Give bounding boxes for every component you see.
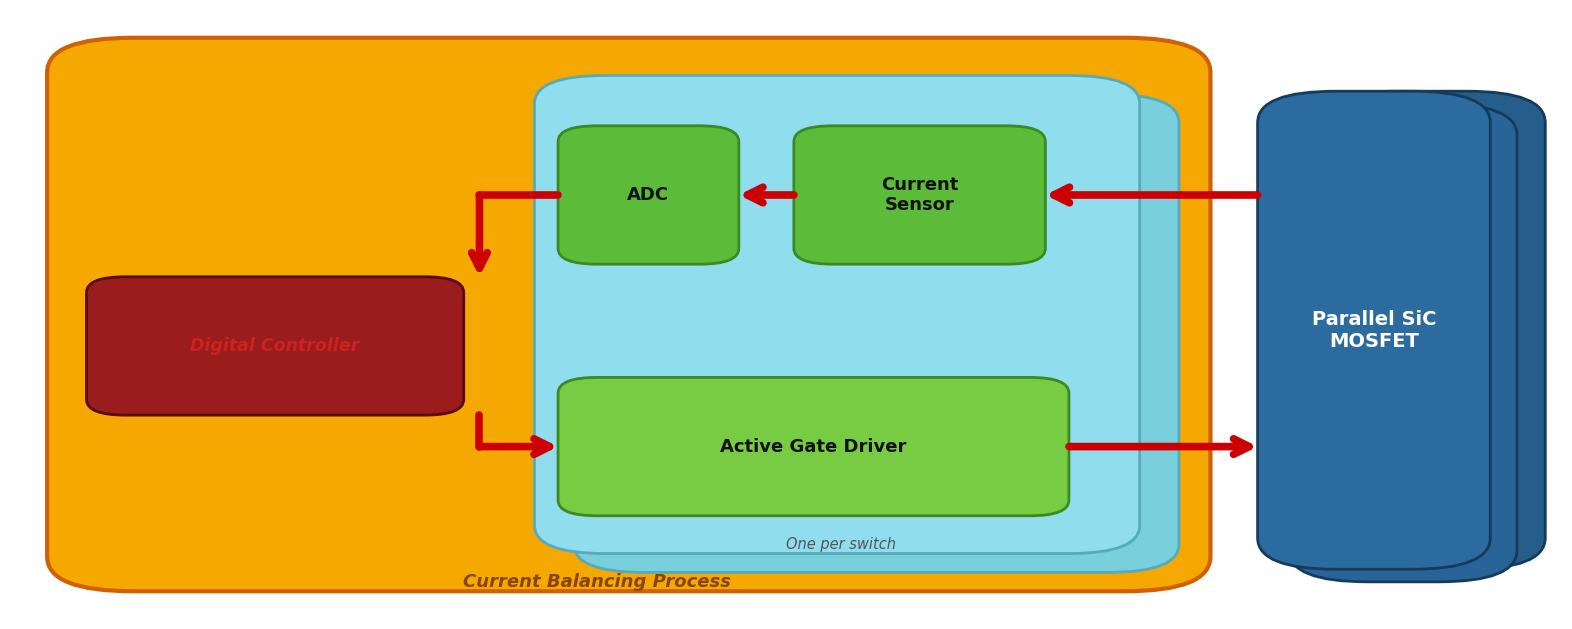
FancyBboxPatch shape — [1289, 104, 1517, 582]
FancyBboxPatch shape — [574, 94, 1179, 572]
Text: Current Balancing Process: Current Balancing Process — [464, 573, 731, 591]
Text: One per switch: One per switch — [786, 537, 896, 552]
FancyBboxPatch shape — [534, 75, 1140, 554]
Text: Active Gate Driver: Active Gate Driver — [720, 438, 907, 455]
Text: Current
Sensor: Current Sensor — [880, 175, 959, 214]
FancyBboxPatch shape — [47, 38, 1210, 591]
FancyBboxPatch shape — [794, 126, 1045, 264]
Text: ADC: ADC — [627, 186, 670, 204]
FancyBboxPatch shape — [1258, 91, 1490, 569]
FancyBboxPatch shape — [86, 277, 464, 415]
FancyBboxPatch shape — [558, 377, 1069, 516]
FancyBboxPatch shape — [1317, 91, 1545, 569]
FancyBboxPatch shape — [558, 126, 739, 264]
Text: Digital Controller: Digital Controller — [190, 337, 360, 355]
Text: Parallel SiC
MOSFET: Parallel SiC MOSFET — [1311, 309, 1437, 351]
